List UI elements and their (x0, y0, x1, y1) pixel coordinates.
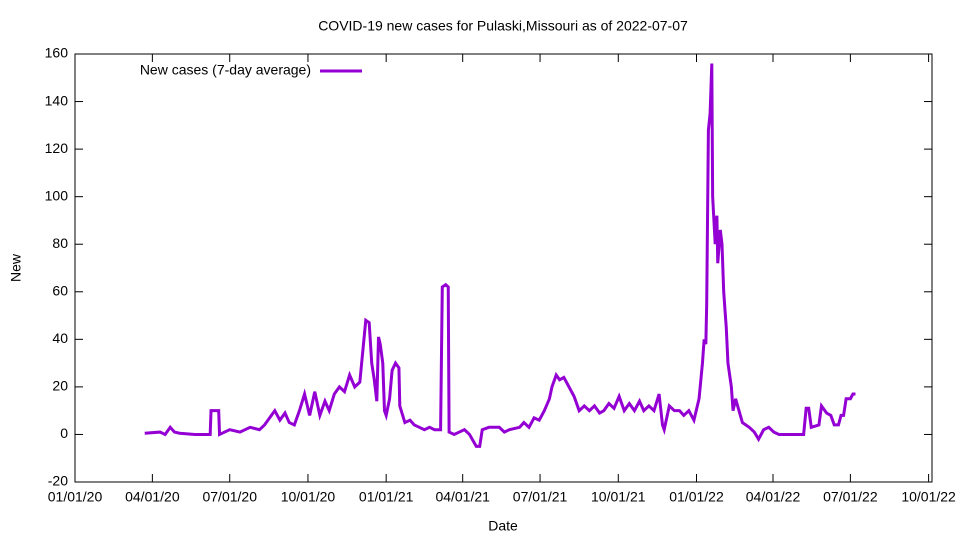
data-line (144, 63, 856, 448)
y-tick-label: 100 (45, 187, 69, 203)
y-tick-label: 60 (52, 282, 68, 298)
y-tick-label: -20 (48, 473, 68, 489)
x-tick-label: 07/01/22 (823, 489, 878, 505)
x-tick-label: 10/01/20 (281, 489, 336, 505)
y-axis-label: New (8, 253, 24, 282)
x-axis-label: Date (488, 518, 518, 534)
y-tick-label: 0 (60, 425, 68, 441)
chart-title: COVID-19 new cases for Pulaski,Missouri … (318, 18, 688, 34)
y-tick-label: 160 (45, 45, 69, 61)
y-tick-label: 80 (52, 235, 68, 251)
x-tick-label: 07/01/20 (202, 489, 257, 505)
y-tick-label: 140 (45, 92, 69, 108)
x-tick-label: 01/01/22 (669, 489, 724, 505)
x-tick-label: 10/01/21 (591, 489, 646, 505)
x-tick-label: 04/01/22 (746, 489, 801, 505)
x-tick-label: 04/01/21 (435, 489, 490, 505)
x-tick-label: 07/01/21 (513, 489, 568, 505)
x-tick-label: 01/01/20 (48, 489, 103, 505)
y-tick-label: 120 (45, 140, 69, 156)
plot-border (74, 53, 933, 483)
legend-label: New cases (7-day average) (140, 62, 311, 78)
x-tick-label: 04/01/20 (125, 489, 180, 505)
x-tick-label: 01/01/21 (359, 489, 414, 505)
y-tick-label: 40 (52, 330, 68, 346)
y-tick-label: 20 (52, 378, 68, 394)
x-tick-label: 10/01/22 (901, 489, 956, 505)
